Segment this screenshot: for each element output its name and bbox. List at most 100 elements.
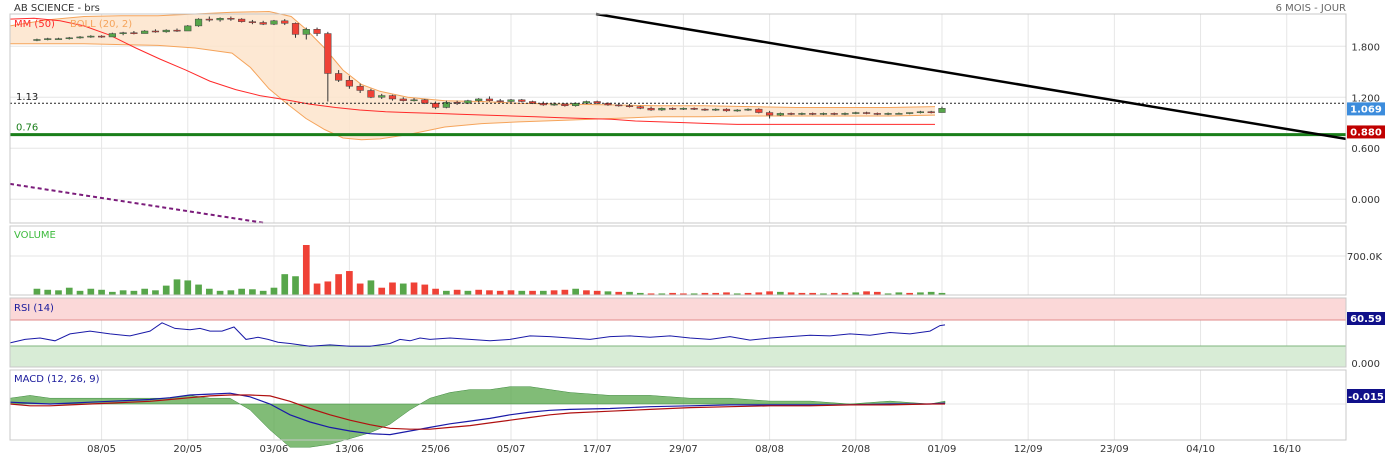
resistance-level-label: 1.13 — [16, 92, 38, 103]
volume-bar — [863, 291, 870, 295]
candle-body — [625, 105, 634, 108]
candle-body — [938, 108, 946, 113]
volume-bar — [87, 288, 95, 295]
volume-bar — [712, 292, 720, 295]
volume-bar — [809, 292, 817, 295]
volume-bar — [820, 293, 827, 295]
candle-body — [44, 38, 52, 40]
volume-bar — [593, 290, 601, 295]
svg-text:-0.015: -0.015 — [1348, 392, 1384, 403]
trend-line[interactable] — [595, 12, 1347, 141]
candle-body — [873, 113, 881, 115]
volume-bar — [109, 291, 116, 295]
panel-background — [10, 226, 1346, 295]
volume-bar — [798, 292, 806, 295]
volume-bar — [647, 293, 655, 295]
volume-bar — [787, 292, 795, 295]
volume-bar — [615, 291, 623, 295]
rsi-value-tag: 60.59 — [1347, 312, 1385, 325]
volume-bar — [389, 282, 396, 295]
candle-body — [528, 101, 537, 104]
volume-bar — [733, 293, 741, 295]
rsi-tick-label: 0.000 — [1351, 359, 1380, 370]
instrument-title: AB SCIENCE - brs — [14, 3, 100, 14]
volume-bar — [561, 289, 569, 295]
x-tick-label: 29/07 — [669, 444, 698, 455]
macd-histogram — [9, 386, 946, 448]
candle-body — [916, 111, 925, 113]
price-tick-label: 1.800 — [1351, 42, 1380, 53]
rsi-axis-ticks: 0.000 — [1351, 359, 1380, 370]
macd-value-tag: -0.015 — [1347, 389, 1385, 403]
svg-text:0.880: 0.880 — [1350, 127, 1382, 138]
panel-border — [9, 297, 1347, 368]
candle-body — [755, 108, 763, 113]
candle-body — [906, 112, 914, 114]
candle-body — [884, 113, 892, 115]
volume-bar — [33, 288, 41, 295]
candle-body — [927, 111, 935, 113]
candle-body — [302, 29, 310, 35]
volume-bar — [830, 292, 838, 295]
candlesticks — [33, 16, 946, 119]
x-tick-label: 04/10 — [1186, 444, 1215, 455]
candle-body — [119, 32, 127, 34]
candle-body — [722, 108, 731, 112]
price-tick-label: 0.600 — [1351, 144, 1380, 155]
candle-body — [895, 113, 903, 115]
x-axis-ticks: 08/05 20/05 03/06 13/06 25/06 05/07 17/07 29/07… — [87, 444, 1301, 455]
purple-trend-line[interactable] — [9, 182, 266, 224]
x-tick-label: 05/07 — [497, 444, 526, 455]
volume-bar — [367, 280, 375, 295]
candle-body — [496, 100, 504, 102]
rsi-panel: RSI (14) 0.000 60.59 — [9, 298, 1385, 370]
x-tick-label: 03/06 — [260, 444, 289, 455]
price-panel: AB SCIENCE - brs 6 MOIS - JOUR MM (50) B… — [9, 3, 1385, 224]
volume-bar — [281, 274, 289, 295]
candle-body — [65, 37, 73, 40]
volume-bar — [507, 290, 515, 295]
x-tick-label: 12/09 — [1014, 444, 1043, 455]
candle-body — [636, 106, 644, 109]
candle-body — [205, 18, 213, 21]
candle-body — [615, 104, 623, 107]
volume-bar — [453, 289, 461, 295]
volume-bar — [378, 287, 386, 295]
volume-bar — [583, 290, 590, 295]
candle-body — [378, 95, 386, 98]
candle-body — [270, 20, 278, 25]
macd-line — [9, 392, 946, 436]
macd-signal-line — [9, 394, 945, 430]
volume-bar — [755, 292, 763, 295]
volume-bar — [130, 290, 138, 295]
candle-body — [518, 99, 526, 102]
volume-bar — [292, 276, 299, 295]
volume-bar — [55, 290, 62, 295]
volume-bar — [744, 292, 752, 295]
rsi-label: RSI (14) — [14, 303, 54, 314]
candle-body — [852, 112, 860, 114]
volume-bar — [518, 290, 526, 295]
volume-bar — [873, 291, 881, 295]
x-tick-label: 08/05 — [87, 444, 116, 455]
moving-average-line — [9, 17, 935, 125]
candle-body — [765, 112, 774, 116]
period-label[interactable]: 6 MOIS - JOUR — [1276, 3, 1346, 14]
volume-bar — [626, 291, 633, 295]
volume-bar — [550, 290, 558, 295]
volume-bar — [777, 291, 784, 295]
candle-body — [356, 85, 364, 91]
price-tick-label: 1.200 — [1351, 93, 1380, 104]
candle-body — [701, 108, 709, 111]
x-tick-label: 23/09 — [1100, 444, 1129, 455]
candle-body — [130, 32, 138, 34]
rsi-line — [9, 322, 946, 347]
volume-bar — [636, 292, 644, 295]
candle-body — [658, 108, 666, 111]
volume-bar — [464, 290, 472, 295]
candle-body — [324, 33, 332, 74]
candle-body — [733, 109, 741, 112]
candle-body — [388, 95, 397, 100]
candle-body — [291, 23, 300, 35]
